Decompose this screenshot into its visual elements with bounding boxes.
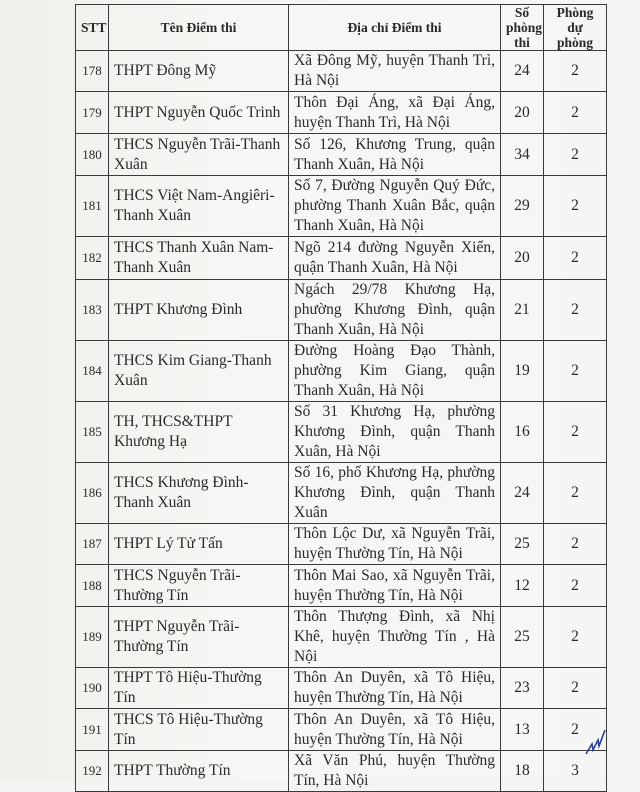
cell-reserve: 2 [543,462,607,524]
cell-rooms: 25 [500,606,544,668]
cell-name: THCS Khương Đình-Thanh Xuân [108,462,289,524]
cell-rooms: 24 [500,462,544,524]
cell-reserve: 2 [543,279,607,341]
cell-stt: 181 [75,175,109,237]
exam-sites-table: STT Tên Điểm thi Địa chỉ Điểm thi Số phò… [75,4,607,792]
cell-stt: 179 [75,91,109,134]
cell-stt: 189 [75,606,109,668]
cell-reserve: 3 [543,750,607,792]
cell-name: THCS Tô Hiệu-Thường Tín [108,708,289,751]
cell-name: THCS Nguyễn Trãi-Thanh Xuân [108,133,289,176]
cell-stt: 178 [75,50,109,92]
table-row: 189 THPT Nguyễn Trãi-Thường Tín Thôn Thượn… [75,606,607,668]
cell-address: Thôn Thượng Đình, xã Nhị Khê, huyện Thườ… [288,606,501,668]
table-row: 191 THCS Tô Hiệu-Thường Tín Thôn An Duyên,… [75,708,607,751]
cell-rooms: 34 [500,133,544,176]
cell-address: Số 16, phố Khương Hạ, phường Khương Đình… [288,462,501,524]
cell-rooms: 20 [500,236,544,280]
cell-name: THCS Nguyễn Trãi-Thường Tín [108,564,289,607]
cell-reserve: 2 [543,667,607,709]
cell-rooms: 13 [500,708,544,751]
cell-name: THCS Kim Giang-Thanh Xuân [108,340,289,402]
cell-reserve: 2 [543,401,607,463]
cell-stt: 184 [75,340,109,402]
cell-stt: 186 [75,462,109,524]
header-stt: STT [75,4,109,51]
cell-rooms: 16 [500,401,544,463]
cell-address: Ngách 29/78 Khương Hạ, phường Khương Đìn… [288,279,501,341]
cell-stt: 183 [75,279,109,341]
cell-reserve: 2 [543,564,607,607]
header-address: Địa chỉ Điểm thi [288,4,501,51]
cell-name: THCS Thanh Xuân Nam-Thanh Xuân [108,236,289,280]
cell-stt: 192 [75,750,109,792]
table-header-row: STT Tên Điểm thi Địa chỉ Điểm thi Số phò… [75,4,607,51]
cell-reserve: 2 [543,50,607,92]
cell-stt: 187 [75,523,109,565]
cell-reserve: 2 [543,175,607,237]
cell-name: THPT Nguyễn Trãi-Thường Tín [108,606,289,668]
cell-name: THPT Khương Đình [108,279,289,341]
cell-stt: 188 [75,564,109,607]
header-rooms: Số phòng thi [500,4,544,51]
cell-name: THPT Nguyễn Quốc Trinh [108,91,289,134]
cell-address: Số 31 Khương Hạ, phường Khương Đình, quậ… [288,401,501,463]
cell-stt: 180 [75,133,109,176]
cell-stt: 182 [75,236,109,280]
table-row: 183 THPT Khương Đình Ngách 29/78 Khương Hạ… [75,279,607,341]
cell-rooms: 18 [500,750,544,792]
cell-reserve: 2 [543,91,607,134]
cell-address: Thôn Lộc Dư, xã Nguyễn Trãi, huyện Thườn… [288,523,501,565]
table-row: 178 THPT Đông Mỹ Xã Đông Mỹ, huyện Thanh T… [75,50,607,92]
cell-reserve: 2 [543,133,607,176]
cell-stt: 190 [75,667,109,709]
table-row: 182 THCS Thanh Xuân Nam-Thanh Xuân Ngõ 214… [75,236,607,280]
signature-mark [585,729,606,755]
table-row: 188 THCS Nguyễn Trãi-Thường Tín Thôn Mai S… [75,564,607,607]
cell-address: Số 7, Đường Nguyễn Quý Đức, phường Thanh… [288,175,501,237]
cell-name: THPT Đông Mỹ [108,50,289,92]
cell-name: THCS Việt Nam-Angiêri-Thanh Xuân [108,175,289,237]
cell-rooms: 24 [500,50,544,92]
cell-reserve: 2 [543,606,607,668]
cell-address: Xã Văn Phú, huyện Thường Tín, Hà Nội [288,750,501,792]
table-row: 180 THCS Nguyễn Trãi-Thanh Xuân Số 126, Kh… [75,133,607,176]
cell-address: Xã Đông Mỹ, huyện Thanh Trì, Hà Nội [288,50,501,92]
cell-address: Đường Hoàng Đạo Thành, phường Kim Giang,… [288,340,501,402]
table-row: 184 THCS Kim Giang-Thanh Xuân Đường Hoàng … [75,340,607,402]
cell-address: Ngõ 214 đường Nguyễn Xiển, quận Thanh Xu… [288,236,501,280]
table-row: 185 TH, THCS&THPT Khương Hạ Số 31 Khương H… [75,401,607,463]
table-row: 187 THPT Lý Tử Tấn Thôn Lộc Dư, xã Nguyễn … [75,523,607,565]
cell-name: TH, THCS&THPT Khương Hạ [108,401,289,463]
header-name: Tên Điểm thi [108,4,289,51]
cell-rooms: 12 [500,564,544,607]
cell-rooms: 25 [500,523,544,565]
cell-reserve: 2 [543,523,607,565]
cell-rooms: 21 [500,279,544,341]
table-row: 190 THPT Tô Hiệu-Thường Tín Thôn An Duyên,… [75,667,607,709]
cell-address: Thôn Mai Sao, xã Nguyễn Trãi, huyện Thườ… [288,564,501,607]
cell-name: THPT Thường Tín [108,750,289,792]
cell-stt: 185 [75,401,109,463]
cell-reserve: 2 [543,340,607,402]
cell-address: Số 126, Khương Trung, quận Thanh Xuân, H… [288,133,501,176]
cell-rooms: 20 [500,91,544,134]
cell-address: Thôn An Duyên, xã Tô Hiệu, huyện Thường … [288,667,501,709]
cell-rooms: 19 [500,340,544,402]
table-row: 186 THCS Khương Đình-Thanh Xuân Số 16, phố… [75,462,607,524]
cell-rooms: 23 [500,667,544,709]
cell-address: Thôn An Duyên, xã Tô Hiệu, huyện Thường … [288,708,501,751]
table-row: 192 THPT Thường Tín Xã Văn Phú, huyện Thườ… [75,750,607,792]
cell-name: THPT Lý Tử Tấn [108,523,289,565]
cell-reserve: 2 [543,236,607,280]
cell-rooms: 29 [500,175,544,237]
cell-address: Thôn Đại Áng, xã Đại Áng, huyện Thanh Tr… [288,91,501,134]
header-reserve: Phòng dự phòng [543,4,607,51]
table-row: 179 THPT Nguyễn Quốc Trinh Thôn Đại Áng, x… [75,91,607,134]
cell-name: THPT Tô Hiệu-Thường Tín [108,667,289,709]
table-row: 181 THCS Việt Nam-Angiêri-Thanh Xuân Số 7,… [75,175,607,237]
cell-stt: 191 [75,708,109,751]
